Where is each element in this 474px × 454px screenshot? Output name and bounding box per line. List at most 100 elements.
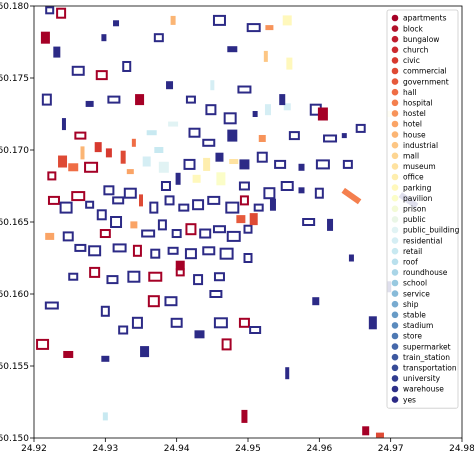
building-civic: [94, 142, 102, 153]
legend-marker: [391, 163, 399, 170]
building-yes: [223, 112, 237, 125]
legend-label: transportation: [403, 364, 457, 373]
building-yes: [202, 138, 216, 147]
building-yes: [101, 355, 110, 362]
legend-label: apartments: [403, 14, 447, 23]
legend-marker: [391, 35, 399, 43]
x-tick-label: 24.96: [306, 444, 332, 454]
legend-marker: [391, 311, 399, 319]
building-yes: [215, 152, 224, 162]
building-yes: [101, 34, 107, 42]
legend-label: hotel: [403, 120, 422, 129]
building-yes: [312, 297, 320, 306]
building-apartments: [362, 426, 370, 436]
building-apartments: [63, 350, 74, 358]
legend-label: bungalow: [403, 35, 439, 44]
building-yes: [256, 151, 268, 163]
legend-marker: [391, 364, 399, 372]
x-tick-label: 24.94: [164, 444, 190, 454]
legend-label: train_station: [403, 353, 450, 362]
y-axis: 60.150 60.155 60.160 60.165 60.170 60.175 60.1…: [0, 2, 34, 444]
y-tick-label: 60.160: [0, 290, 29, 300]
building-yes: [246, 23, 261, 33]
building-yes: [122, 60, 132, 72]
building-retail: [146, 130, 157, 136]
building-retail: [154, 147, 164, 153]
building-yes: [68, 272, 79, 281]
building-residential: [142, 156, 151, 167]
building-parking: [282, 15, 292, 26]
building-yes: [219, 247, 234, 260]
legend-label: mall: [403, 152, 419, 161]
x-tick-label: 24.98: [449, 444, 474, 454]
legend-label: prison: [403, 205, 426, 214]
legend-marker: [391, 110, 399, 117]
building-apartments: [185, 223, 197, 236]
building-yes: [45, 6, 55, 15]
building-yes: [199, 228, 212, 239]
building-yes: [237, 85, 252, 94]
building-apartments: [99, 229, 111, 239]
building-apartments: [36, 338, 50, 350]
building-hotel: [126, 169, 134, 175]
building-yes: [274, 159, 287, 169]
x-tick-label: 24.95: [235, 444, 261, 454]
building-commercial: [375, 432, 384, 438]
legend-label: supermarket: [403, 342, 451, 351]
legend-label: museum: [403, 162, 436, 171]
building-commercial: [139, 194, 143, 207]
legend-marker: [391, 25, 399, 32]
building-yes: [185, 95, 196, 104]
legend-marker: [391, 14, 399, 22]
building-museum: [229, 159, 239, 165]
x-axis: 24.92 24.93 24.94 24.95 24.96 24.97 24.98: [21, 438, 474, 454]
building-apartments: [47, 195, 60, 205]
legend-marker: [391, 258, 399, 266]
legend-label: block: [403, 24, 424, 33]
legend-label: church: [403, 46, 429, 55]
building-yes: [202, 246, 216, 256]
legend-label: house: [403, 130, 426, 139]
legend-label: stable: [403, 311, 426, 320]
building-hotel: [45, 232, 55, 240]
legend-marker: [391, 78, 399, 85]
legend-marker: [391, 226, 399, 234]
building-yes: [279, 94, 286, 106]
building-yes: [192, 199, 205, 211]
building-yes: [127, 270, 141, 283]
building-apartments: [132, 244, 142, 257]
building-hotel: [130, 221, 138, 229]
building-apartments: [135, 94, 145, 106]
building-hospital: [341, 187, 362, 205]
building-industrial: [263, 50, 268, 62]
building-commercial: [58, 155, 68, 168]
building-yes: [140, 346, 150, 358]
building-public_building: [158, 161, 169, 173]
building-commercial: [249, 213, 258, 226]
legend-label: ship: [403, 300, 419, 309]
x-tick-label: 24.93: [92, 444, 118, 454]
building-yes: [149, 201, 159, 214]
legend-marker: [391, 237, 399, 244]
legend-label: warehouse: [403, 385, 444, 394]
legend-marker: [391, 131, 399, 138]
legend-marker: [391, 184, 399, 191]
building-yes: [193, 274, 204, 286]
building-yes: [355, 123, 366, 133]
legend-marker: [391, 343, 399, 350]
building-yes: [164, 195, 175, 206]
building-yes: [280, 181, 294, 191]
building-residential: [210, 80, 215, 91]
legend-marker: [391, 375, 399, 382]
legend-box: [386, 9, 459, 409]
building-apartments: [47, 171, 57, 181]
building-yes: [61, 118, 66, 131]
building-yes: [263, 187, 276, 200]
building-yes: [112, 196, 125, 205]
building-yes: [288, 131, 300, 141]
building-apartments: [241, 409, 248, 423]
legend-marker: [391, 300, 399, 308]
legend-marker: [391, 396, 399, 403]
building-yes: [298, 163, 305, 171]
building-yes: [227, 46, 238, 53]
